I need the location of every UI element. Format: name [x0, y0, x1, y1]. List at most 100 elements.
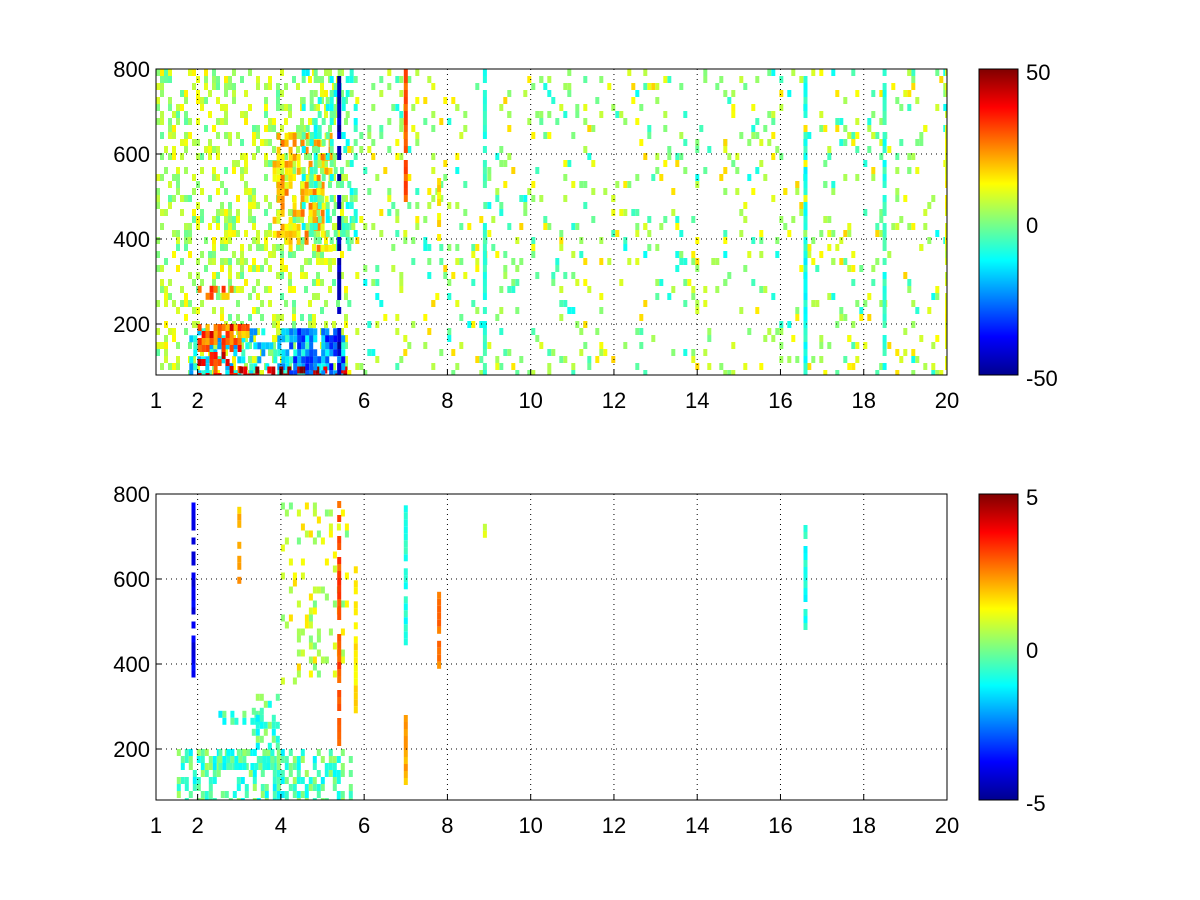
top-heatmap-stripe-cell — [882, 279, 887, 286]
top-heatmap-cell — [329, 342, 334, 350]
top-heatmap-cell — [563, 356, 568, 363]
top-heatmap-stripe-cell — [437, 220, 442, 227]
top-heatmap-cell — [309, 328, 314, 336]
top-heatmap-cell — [341, 223, 346, 230]
top-heatmap-cell — [375, 265, 380, 272]
top-heatmap-cell — [225, 359, 230, 366]
top-heatmap-stripe-cell — [882, 244, 887, 251]
bottom-heatmap-cell — [272, 770, 277, 777]
top-heatmap-cell — [495, 188, 500, 195]
top-heatmap-cell — [225, 324, 230, 331]
top-heatmap-cell — [811, 69, 816, 76]
top-heatmap-cell — [631, 209, 636, 216]
bottom-heatmap-cell — [275, 735, 280, 743]
top-heatmap-cell — [623, 237, 628, 244]
top-heatmap-cell — [277, 349, 282, 357]
top-heatmap-cell — [200, 279, 204, 286]
top-heatmap-cell — [415, 97, 420, 104]
top-heatmap-cell — [284, 83, 288, 90]
top-heatmap-cell — [261, 328, 266, 336]
top-heatmap-cell — [587, 153, 592, 160]
top-heatmap-stripe-cell — [945, 328, 947, 335]
top-heatmap-cell — [197, 359, 202, 366]
top-heatmap-stripe-cell — [803, 370, 808, 375]
top-heatmap-cell — [289, 335, 294, 343]
top-heatmap-cell — [316, 209, 320, 216]
top-heatmap-cell — [835, 90, 840, 97]
top-heatmap-stripe-cell — [945, 293, 947, 300]
top-heatmap-cell — [328, 167, 333, 175]
top-heatmap-cell — [300, 216, 304, 223]
top-heatmap-cell — [575, 321, 580, 328]
top-heatmap-cell — [328, 132, 333, 140]
top-heatmap-stripe-cell — [482, 370, 487, 375]
top-heatmap-cell — [755, 132, 760, 139]
top-heatmap-cell — [847, 265, 852, 272]
bottom-heatmap-cell — [284, 537, 289, 545]
top-heatmap-cell — [895, 97, 900, 104]
top-heatmap-cell — [591, 160, 596, 167]
top-heatmap-cell — [248, 209, 252, 216]
top-heatmap-cell — [232, 230, 236, 237]
top-heatmap-cell — [316, 104, 320, 111]
top-heatmap-cell — [321, 328, 326, 336]
bottom-heatmap-cell — [276, 798, 281, 800]
top-heatmap-cell — [184, 293, 188, 300]
bottom-heatmap-cell — [262, 756, 267, 763]
top-heatmap-cell — [659, 174, 664, 181]
top-heatmap-cell — [164, 258, 168, 265]
top-heatmap-cell — [535, 111, 540, 118]
top-heatmap-cell — [324, 167, 329, 175]
top-heatmap-cell — [260, 244, 264, 251]
top-heatmap-stripe-cell — [482, 125, 487, 132]
top-heatmap-stripe-cell — [803, 300, 808, 307]
top-heatmap-cell — [188, 132, 192, 139]
bottom-x-tick-label: 20 — [935, 813, 959, 838]
top-heatmap-cell — [329, 118, 334, 125]
top-heatmap-stripe-cell — [482, 111, 487, 118]
top-heatmap-cell — [205, 363, 210, 371]
bottom-heatmap-cell — [230, 756, 235, 763]
bottom-heatmap-cell — [316, 635, 321, 643]
top-heatmap-cell — [715, 83, 720, 90]
top-heatmap-cell — [196, 118, 200, 125]
top-heatmap-cell — [811, 356, 816, 363]
top-heatmap-cell — [205, 338, 210, 345]
top-heatmap-cell — [349, 237, 354, 244]
top-heatmap-cell — [221, 292, 226, 300]
bottom-heatmap-cell — [332, 670, 337, 678]
top-heatmap-cell — [216, 188, 220, 195]
bottom-heatmap-cell — [316, 670, 321, 678]
top-heatmap-cell — [344, 342, 348, 349]
top-heatmap-cell — [300, 139, 305, 147]
top-heatmap-cell — [304, 174, 309, 182]
top-heatmap-stripe-cell — [882, 69, 887, 76]
bottom-heatmap-cell — [308, 670, 313, 678]
top-heatmap-cell — [719, 363, 724, 370]
bottom-heatmap-stripe-cell — [353, 678, 358, 686]
top-heatmap-cell — [280, 209, 285, 217]
top-heatmap-cell — [289, 370, 294, 375]
top-heatmap-cell — [252, 265, 256, 272]
top-heatmap-cell — [879, 118, 884, 125]
top-heatmap-cell — [264, 153, 268, 160]
top-heatmap-cell — [683, 349, 688, 356]
top-heatmap-cell — [172, 111, 176, 118]
top-heatmap-cell — [739, 230, 744, 237]
top-heatmap-cell — [843, 356, 848, 363]
top-heatmap-cell — [667, 153, 672, 160]
bottom-heatmap-cell — [275, 693, 280, 701]
top-heatmap-cell — [539, 195, 544, 202]
top-heatmap-cell — [276, 321, 280, 328]
top-heatmap-cell — [164, 356, 168, 363]
top-heatmap-cell — [575, 223, 580, 230]
top-heatmap-cell — [735, 188, 740, 195]
top-heatmap-cell — [221, 352, 226, 359]
top-heatmap-cell — [164, 293, 168, 300]
top-heatmap-cell — [827, 216, 832, 223]
bottom-heatmap-stripe-cell — [353, 706, 358, 714]
top-heatmap-cell — [571, 272, 576, 279]
top-heatmap-cell — [308, 188, 313, 196]
top-heatmap-cell — [180, 90, 184, 97]
top-heatmap-stripe-cell — [882, 132, 887, 139]
